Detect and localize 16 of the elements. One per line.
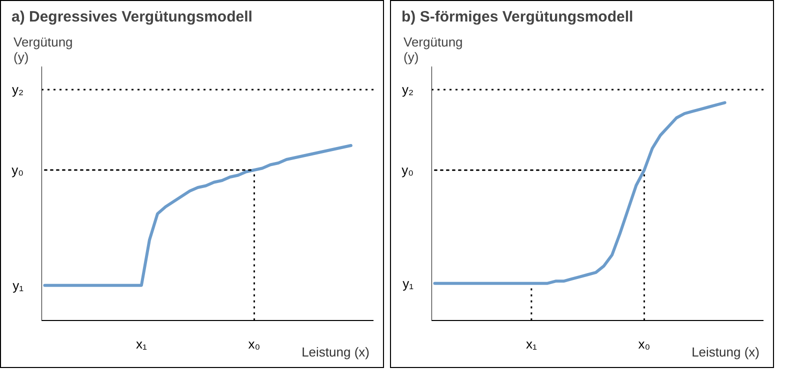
x-tick-label: x₁ bbox=[526, 336, 538, 352]
series-label: y₁ bbox=[12, 278, 24, 293]
x-axis-title: Leistung (x) bbox=[302, 344, 370, 360]
y-axis-title: Vergütung (y) bbox=[14, 34, 73, 64]
x-tick-label: x₁ bbox=[136, 336, 148, 352]
ref-line-label: y₂ bbox=[12, 82, 24, 98]
chart-title: b) S-förmiges Vergütungsmodell bbox=[402, 8, 634, 26]
chart-title: a) Degressives Vergütungsmodell bbox=[12, 8, 252, 26]
x-axis-title: Leistung (x) bbox=[692, 344, 760, 360]
ref-line-label: y₂ bbox=[402, 82, 414, 98]
series-label: y₁ bbox=[402, 276, 414, 291]
x-tick-label: x₀ bbox=[248, 336, 260, 352]
x-tick-label: x₀ bbox=[638, 336, 650, 352]
series-label: y₀ bbox=[402, 162, 414, 178]
y-axis-title: Vergütung (y) bbox=[404, 34, 463, 64]
series-label: y₀ bbox=[12, 162, 24, 178]
